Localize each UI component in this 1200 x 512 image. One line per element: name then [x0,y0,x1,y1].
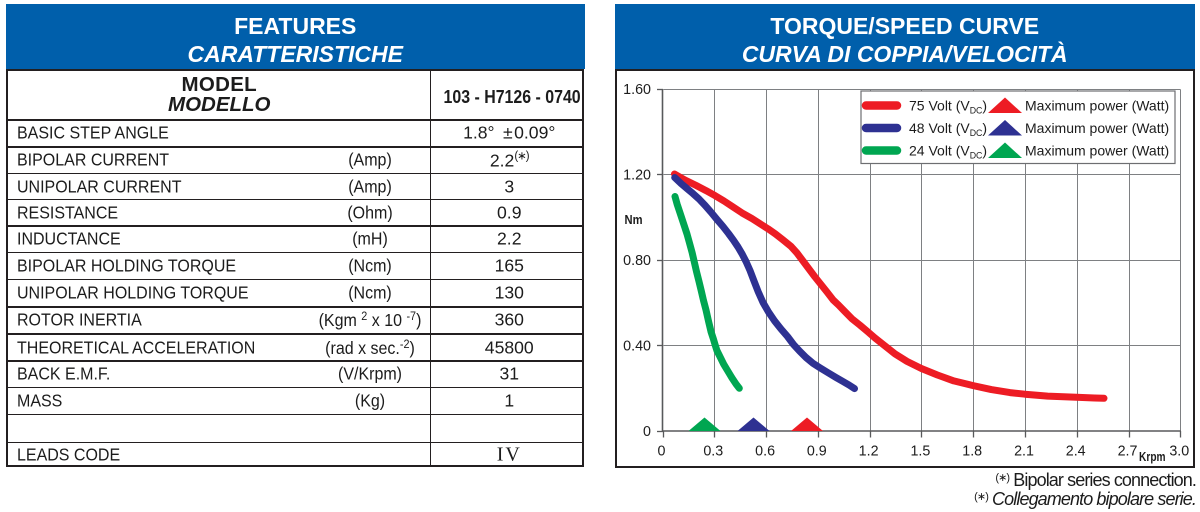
svg-text:0: 0 [643,424,651,440]
svg-text:Nm: Nm [625,212,643,227]
svg-text:1.20: 1.20 [623,168,651,184]
svg-text:0.3: 0.3 [703,443,723,459]
svg-text:Maximum power (Watt): Maximum power (Watt) [1025,120,1169,136]
svg-text:0.9: 0.9 [807,443,827,459]
svg-text:24 Volt (VDC): 24 Volt (VDC) [909,143,987,161]
svg-text:3.0: 3.0 [1169,443,1189,459]
svg-text:1.2: 1.2 [859,443,879,459]
svg-text:75 Volt (VDC): 75 Volt (VDC) [909,98,987,116]
svg-text:1.8: 1.8 [962,443,982,459]
svg-text:1.5: 1.5 [910,443,930,459]
svg-text:0.80: 0.80 [623,253,651,269]
svg-text:2.7: 2.7 [1118,443,1138,459]
svg-text:Maximum power (Watt): Maximum power (Watt) [1025,143,1169,159]
svg-text:48 Volt (VDC): 48 Volt (VDC) [909,120,987,138]
svg-text:2.1: 2.1 [1014,443,1034,459]
svg-text:0.6: 0.6 [755,443,775,459]
svg-text:0.40: 0.40 [623,339,651,355]
svg-text:2.4: 2.4 [1066,443,1086,459]
svg-text:1.60: 1.60 [623,82,651,98]
svg-text:Krpm: Krpm [1139,449,1166,464]
svg-text:0: 0 [658,443,666,459]
svg-text:Maximum power (Watt): Maximum power (Watt) [1025,98,1169,114]
